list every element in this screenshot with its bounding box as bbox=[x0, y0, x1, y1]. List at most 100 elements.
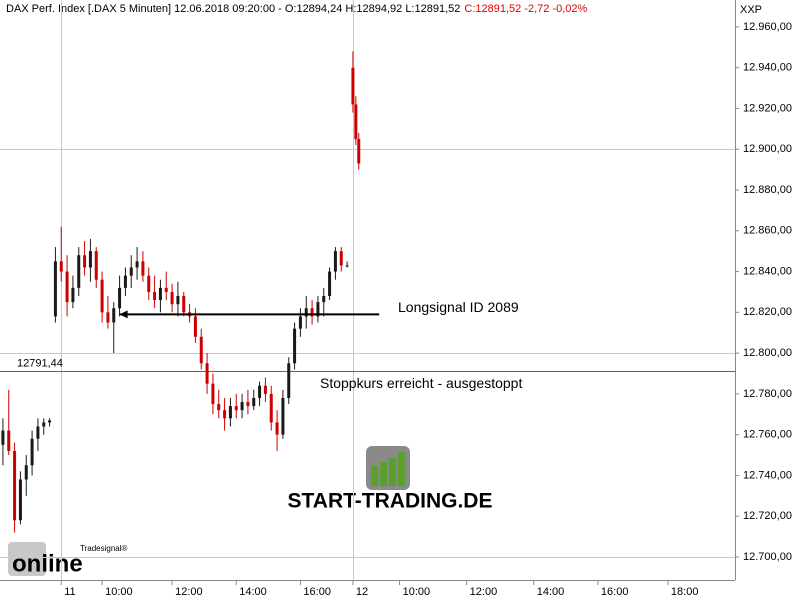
x-tick-label: 12:00 bbox=[175, 586, 203, 598]
candle-body bbox=[1, 430, 5, 445]
candle-body bbox=[13, 450, 17, 521]
x-tick-label: 10:00 bbox=[105, 586, 133, 598]
candle-body bbox=[333, 251, 337, 272]
candle-body bbox=[176, 296, 180, 305]
candle-body bbox=[269, 393, 273, 423]
y-tick-label: 12.940,00 bbox=[743, 62, 792, 74]
y-tick-label: 12.720,00 bbox=[743, 510, 792, 522]
y-tick-label: 12.740,00 bbox=[743, 469, 792, 481]
y-tick-label: 12.920,00 bbox=[743, 102, 792, 114]
candle-body bbox=[293, 328, 297, 364]
candle-body bbox=[322, 296, 326, 303]
candle-body bbox=[205, 363, 209, 384]
candle-body bbox=[199, 336, 203, 364]
candle-body bbox=[281, 397, 285, 435]
y-tick-label: 12.780,00 bbox=[743, 388, 792, 400]
candle-body bbox=[153, 291, 157, 301]
y-tick-label: 12.900,00 bbox=[743, 143, 792, 155]
candle-body bbox=[42, 422, 46, 427]
stop-label: 12791,44 bbox=[17, 357, 63, 369]
candle-body bbox=[88, 251, 92, 268]
candle-body bbox=[339, 251, 343, 266]
x-tick-label: 18:00 bbox=[671, 586, 699, 598]
candle-body bbox=[147, 275, 151, 292]
candle-body bbox=[182, 296, 186, 313]
candle-body bbox=[170, 291, 174, 305]
watermark-small: Tradesignal® bbox=[80, 544, 128, 553]
watermark-box bbox=[8, 542, 46, 576]
x-tick-label: 12 bbox=[356, 586, 368, 598]
candle-body bbox=[357, 139, 361, 164]
candle-body bbox=[287, 363, 291, 398]
x-tick-label: 10:00 bbox=[403, 586, 431, 598]
candle-body bbox=[118, 287, 122, 309]
y-tick-label: 12.860,00 bbox=[743, 225, 792, 237]
candle-body bbox=[112, 308, 116, 323]
candle-body bbox=[123, 275, 127, 288]
candle-body bbox=[275, 422, 279, 435]
signal-annotation: Longsignal ID 2089 bbox=[398, 299, 519, 315]
title-change: C:12891,52 -2,72 -0,02% bbox=[464, 3, 587, 15]
candle-body bbox=[158, 287, 162, 301]
x-tick-label: 14:00 bbox=[239, 586, 267, 598]
x-tick-label: 16:00 bbox=[601, 586, 629, 598]
y-tick-label: 12.960,00 bbox=[743, 21, 792, 33]
candle-body bbox=[223, 410, 227, 419]
logo-text: START-TRADING.DE bbox=[288, 490, 493, 513]
candle-body bbox=[71, 287, 75, 303]
candle-body bbox=[36, 426, 40, 439]
candle-body bbox=[164, 287, 168, 292]
x-tick-label: 14:00 bbox=[537, 586, 565, 598]
x-tick-label: 16:00 bbox=[303, 586, 331, 598]
stop-annotation: Stoppkurs erreicht - ausgestoppt bbox=[320, 375, 522, 391]
candle-body bbox=[77, 255, 81, 288]
candle-body bbox=[65, 271, 69, 303]
candle-body bbox=[351, 67, 355, 105]
candle-body bbox=[83, 255, 87, 268]
candle-body bbox=[106, 312, 110, 323]
corner bbox=[0, 0, 4, 16]
logo-icon bbox=[366, 446, 410, 490]
candle-body bbox=[258, 385, 262, 398]
chart-title: DAX Perf. Index [.DAX 5 Minuten] 12.06.2… bbox=[6, 3, 588, 15]
candle-body bbox=[354, 104, 358, 140]
y-tick-label: 12.700,00 bbox=[743, 551, 792, 563]
y-tick-label: 12.880,00 bbox=[743, 184, 792, 196]
candle-body bbox=[304, 308, 308, 317]
candle-body bbox=[129, 267, 133, 276]
x-tick-label: 12:00 bbox=[470, 586, 498, 598]
candle-body bbox=[24, 465, 28, 480]
title-main: DAX Perf. Index [.DAX 5 Minuten] 12.06.2… bbox=[6, 3, 460, 15]
y-tick-label: 12.800,00 bbox=[743, 347, 792, 359]
signal-arrow bbox=[119, 310, 128, 319]
candle-body bbox=[94, 251, 98, 280]
candle-body bbox=[345, 265, 349, 267]
candle-body bbox=[234, 406, 238, 411]
candle-body bbox=[193, 316, 197, 337]
candle-body bbox=[30, 438, 34, 466]
candle-body bbox=[310, 308, 314, 317]
candle-body bbox=[316, 302, 320, 317]
candle-body bbox=[135, 261, 139, 268]
candle-body bbox=[211, 383, 215, 405]
candle-body bbox=[59, 261, 63, 272]
candle-body bbox=[48, 420, 52, 423]
y-tick-label: 12.820,00 bbox=[743, 306, 792, 318]
candle-body bbox=[18, 479, 22, 521]
candle-body bbox=[263, 385, 267, 394]
candle-body bbox=[240, 402, 244, 411]
candle-body bbox=[246, 402, 250, 407]
y-tick-label: 12.760,00 bbox=[743, 429, 792, 441]
y-tick-label: 12.840,00 bbox=[743, 265, 792, 277]
candle-body bbox=[252, 397, 256, 407]
watermark-text: online bbox=[12, 550, 83, 577]
candle-body bbox=[228, 406, 232, 419]
candle-body bbox=[217, 404, 221, 411]
candle-body bbox=[7, 430, 11, 451]
candle-body bbox=[53, 261, 57, 317]
candle-body bbox=[328, 271, 332, 297]
candle-body bbox=[141, 261, 145, 276]
candle-body bbox=[100, 279, 104, 313]
